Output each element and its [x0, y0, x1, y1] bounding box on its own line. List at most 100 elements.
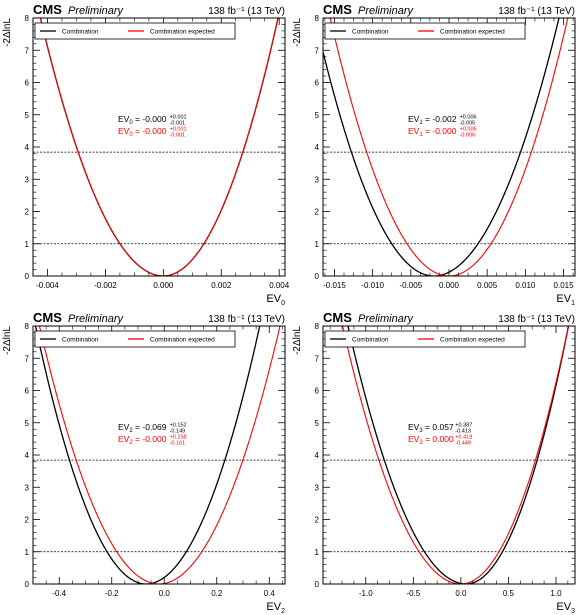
y-tick-label: 3	[25, 483, 30, 492]
series-line-0	[34, 326, 261, 584]
x-axis-label-main: EV	[556, 601, 571, 613]
y-tick-label: 0	[315, 272, 320, 281]
fit-result-1: EV0 = -0.000 +0.001-0.001	[118, 126, 187, 139]
fit-result-value: = -0.000	[133, 114, 167, 124]
x-tick-label: -0.004	[36, 281, 59, 290]
legend: Combination Combination expected	[324, 22, 526, 40]
fit-result-down: -0.006	[460, 133, 476, 139]
lumi-label: 138 fb⁻¹ (13 TeV)	[208, 6, 285, 17]
x-axis-label-sub: 2	[281, 608, 285, 615]
x-tick-label: 0.005	[477, 281, 498, 290]
y-tick-label: 2	[25, 516, 30, 525]
y-tick-label: 7	[315, 354, 320, 363]
fit-result-up: +0.158	[170, 435, 187, 441]
fit-result-text: EV0 = -0.000	[118, 114, 167, 126]
y-tick-label: 8	[25, 322, 30, 331]
x-tick-label: 0.0	[455, 589, 467, 598]
fit-result-label: EV	[118, 422, 130, 432]
y-tick-label: 6	[25, 387, 30, 396]
preliminary-label: Preliminary	[358, 5, 415, 17]
legend-entry-0: Combination	[352, 29, 389, 36]
legend: Combination Combination expected	[324, 330, 526, 348]
fit-result-text: EV1 = -0.002	[408, 114, 457, 126]
preliminary-label: Preliminary	[358, 313, 415, 325]
fit-result-up: +0.006	[460, 115, 477, 121]
cms-label: CMS	[33, 2, 62, 17]
cms-label: CMS	[323, 310, 352, 325]
fit-result-down: -0.001	[170, 121, 186, 127]
x-tick-label: -1.0	[359, 589, 373, 598]
y-tick-label: 4	[315, 143, 320, 152]
fit-result-value: = -0.000	[133, 434, 167, 444]
x-axis-label-main: EV	[266, 601, 281, 613]
legend-entry-1: Combination expected	[440, 337, 505, 344]
x-axis-label: EV1	[556, 293, 575, 307]
fit-result-text: EV3 = 0.057	[408, 422, 454, 434]
fit-result-1: EV3 = 0.000 +0.418-0.449	[408, 434, 472, 447]
fit-result-down: -0.149	[170, 429, 186, 435]
cms-label: CMS	[33, 310, 62, 325]
y-axis-label: -2ΔlnL	[292, 18, 303, 47]
fit-result-up: +0.152	[170, 423, 187, 429]
fit-result-sub: 2	[129, 440, 133, 446]
y-axis-label: -2ΔlnL	[2, 18, 13, 47]
y-tick-label: 3	[25, 175, 30, 184]
curves	[39, 18, 279, 276]
legend-entry-0: Combination	[62, 29, 99, 36]
fit-result-0: EV2 = -0.069 +0.152-0.149	[118, 422, 187, 435]
fit-result-label: EV	[408, 422, 420, 432]
x-axis-label-sub: 0	[281, 300, 285, 307]
x-tick-label: 0.5	[503, 589, 515, 598]
x-tick-label: 0.015	[554, 281, 575, 290]
y-tick-label: 5	[315, 111, 320, 120]
x-tick-label: -0.002	[94, 281, 117, 290]
plot-frame	[322, 17, 576, 277]
fit-result-text: EV0 = -0.000	[118, 126, 167, 138]
curves	[323, 18, 569, 276]
legend-entry-1: Combination expected	[150, 29, 215, 36]
y-tick-label: 8	[25, 14, 30, 23]
plot-frame	[32, 17, 286, 277]
x-tick-label: 0.2	[211, 589, 223, 598]
y-tick-label: 1	[25, 548, 30, 557]
fit-result-sub: 0	[129, 120, 133, 126]
y-tick-label: 1	[25, 240, 30, 249]
y-axis-label: -2ΔlnL	[292, 326, 303, 355]
x-tick-label: 0.000	[439, 281, 460, 290]
y-tick-label: 2	[25, 208, 30, 217]
x-tick-label: -0.2	[105, 589, 119, 598]
cms-label: CMS	[323, 2, 352, 17]
fit-result-value: = -0.000	[133, 126, 167, 136]
fit-result-up: +0.387	[455, 423, 472, 429]
x-tick-label: 0.000	[153, 281, 174, 290]
fit-result-0: EV0 = -0.000 +0.001-0.001	[118, 114, 187, 127]
fit-result-down: -0.449	[455, 441, 471, 447]
series-line-0	[347, 326, 570, 584]
fit-result-label: EV	[118, 434, 130, 444]
preliminary-label: Preliminary	[68, 5, 125, 17]
chart-panel-1: 0 1 2 3 4 5 6 7 8 -0.015 -0.010 -0.005 0.000 0.005 0.0…	[292, 2, 576, 307]
y-tick-label: 0	[25, 272, 30, 281]
fit-result-0: EV3 = 0.057 +0.387-0.413	[408, 422, 472, 435]
y-tick-label: 6	[315, 387, 320, 396]
x-tick-label: -0.010	[361, 281, 384, 290]
fit-result-label: EV	[408, 126, 420, 136]
fit-result-1: EV1 = -0.000 +0.006-0.006	[408, 126, 477, 139]
x-axis-label-main: EV	[266, 293, 281, 305]
x-axis-label-sub: 3	[571, 608, 575, 615]
curves	[34, 326, 281, 584]
y-tick-label: 4	[315, 451, 320, 460]
fit-result-sub: 0	[129, 132, 133, 138]
y-tick-label: 1	[315, 548, 320, 557]
fit-result-value: = -0.000	[423, 126, 457, 136]
fit-result-down: -0.001	[170, 133, 186, 139]
y-tick-label: 6	[25, 79, 30, 88]
x-axis-label-main: EV	[556, 293, 571, 305]
fit-result-up: +0.006	[460, 127, 477, 133]
x-tick-label: 0.010	[515, 281, 536, 290]
legend-entry-0: Combination	[62, 337, 99, 344]
fit-result-label: EV	[408, 434, 420, 444]
